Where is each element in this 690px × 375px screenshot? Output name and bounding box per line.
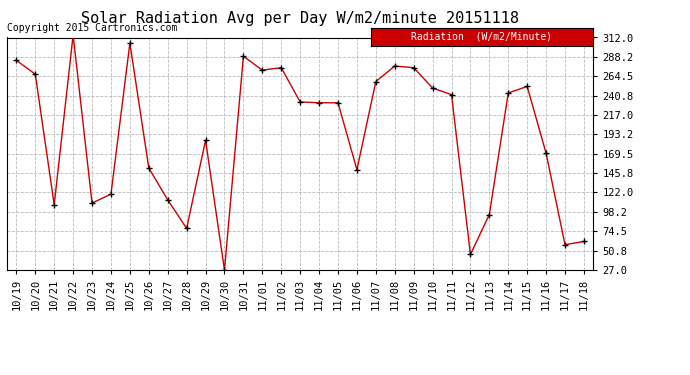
Text: Copyright 2015 Cartronics.com: Copyright 2015 Cartronics.com	[7, 23, 177, 33]
Title: Solar Radiation Avg per Day W/m2/minute 20151118: Solar Radiation Avg per Day W/m2/minute …	[81, 10, 519, 26]
